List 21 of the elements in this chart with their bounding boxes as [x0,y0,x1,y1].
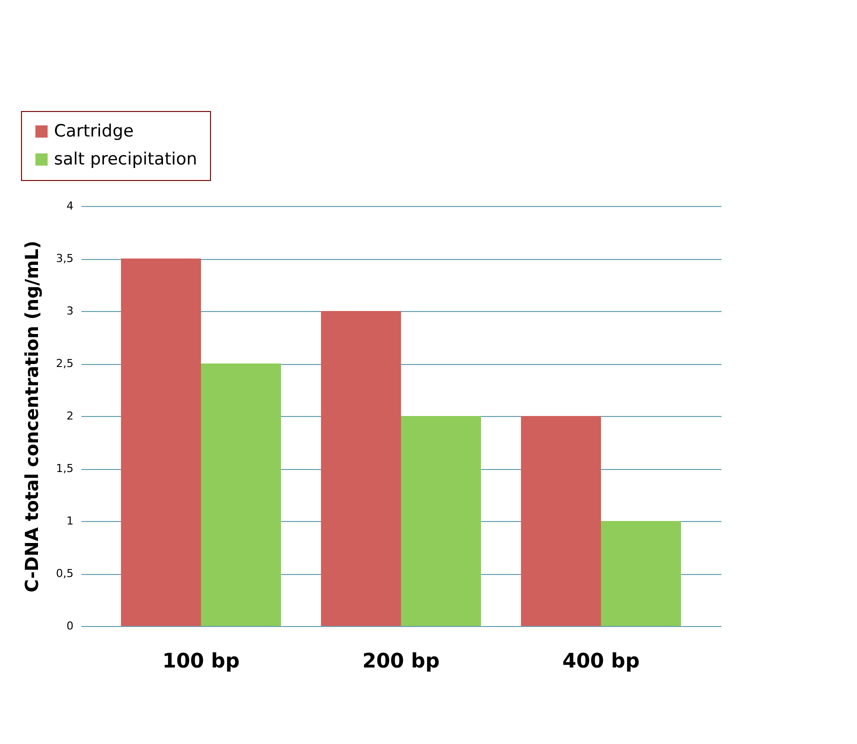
y-axis-title: C-DNA total concentration (ng/mL) [22,240,44,592]
y-tick-label: 0,5 [56,567,74,580]
x-tick-label: 100 bp [162,648,240,672]
bar [121,258,201,626]
bar [201,364,281,626]
y-tick-label: 1 [66,514,74,528]
bar [521,416,601,626]
y-tick-label: 2 [66,410,74,422]
x-tick-label: 200 bp [362,648,440,672]
y-tick-label: 4 [66,200,74,212]
legend-label: Cartridge [54,122,134,142]
y-tick-label: 2,5 [56,357,74,370]
y-tick-label: 3 [66,304,74,318]
bar [401,416,481,626]
legend-label: salt precipitation [54,150,198,170]
bar [601,521,681,626]
y-tick-label: 0 [66,620,74,632]
y-tick-label: 1,5 [56,462,74,475]
x-tick-label: 400 bp [562,648,640,672]
y-tick-label: 3,5 [56,252,74,265]
bar [321,311,401,626]
